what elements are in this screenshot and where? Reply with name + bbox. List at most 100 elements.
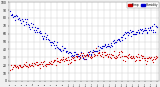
Point: [98, 52, 101, 54]
Point: [140, 54, 142, 56]
Point: [57, 60, 59, 62]
Point: [103, 51, 105, 52]
Point: [18, 17, 20, 19]
Point: [66, 53, 69, 54]
Point: [122, 60, 124, 61]
Point: [106, 53, 108, 54]
Point: [143, 29, 146, 30]
Point: [110, 45, 113, 46]
Point: [35, 31, 38, 33]
Point: [137, 29, 139, 30]
Point: [49, 62, 51, 64]
Point: [91, 52, 93, 53]
Point: [79, 54, 82, 55]
Point: [30, 64, 32, 66]
Point: [25, 23, 28, 24]
Point: [123, 55, 126, 57]
Point: [126, 56, 128, 57]
Point: [50, 44, 53, 46]
Point: [104, 44, 107, 46]
Point: [126, 57, 129, 59]
Point: [15, 66, 17, 68]
Point: [107, 43, 110, 45]
Point: [122, 34, 124, 35]
Point: [108, 46, 111, 48]
Point: [131, 56, 134, 57]
Point: [97, 49, 100, 51]
Point: [81, 57, 84, 58]
Point: [36, 64, 39, 66]
Point: [33, 64, 36, 65]
Point: [64, 58, 66, 59]
Point: [27, 23, 29, 25]
Point: [102, 56, 104, 58]
Point: [60, 60, 63, 61]
Point: [137, 57, 140, 58]
Point: [61, 57, 64, 58]
Point: [130, 57, 132, 59]
Point: [68, 51, 71, 53]
Point: [53, 59, 56, 60]
Point: [46, 63, 48, 65]
Point: [110, 57, 113, 58]
Point: [152, 31, 155, 33]
Point: [128, 54, 130, 55]
Point: [15, 15, 17, 16]
Point: [24, 61, 27, 63]
Point: [41, 62, 44, 63]
Point: [100, 47, 102, 48]
Point: [142, 55, 144, 56]
Point: [128, 32, 130, 33]
Point: [92, 53, 95, 54]
Point: [123, 31, 126, 33]
Point: [54, 60, 56, 61]
Point: [144, 27, 147, 28]
Point: [129, 35, 132, 37]
Point: [131, 30, 133, 31]
Point: [106, 55, 109, 56]
Point: [41, 35, 43, 37]
Point: [72, 56, 75, 58]
Point: [151, 58, 154, 60]
Point: [22, 65, 25, 67]
Point: [20, 66, 23, 68]
Point: [145, 33, 148, 34]
Point: [32, 65, 34, 66]
Point: [40, 32, 42, 33]
Point: [86, 55, 89, 56]
Point: [133, 34, 136, 35]
Point: [65, 60, 68, 61]
Point: [55, 60, 58, 61]
Point: [146, 31, 149, 33]
Point: [86, 53, 88, 54]
Point: [23, 24, 25, 25]
Point: [137, 53, 139, 54]
Point: [111, 54, 113, 56]
Point: [56, 58, 59, 59]
Point: [21, 66, 23, 68]
Point: [100, 52, 103, 53]
Point: [50, 63, 53, 64]
Point: [42, 38, 45, 40]
Point: [80, 54, 83, 56]
Point: [154, 31, 156, 32]
Point: [38, 64, 41, 65]
Point: [75, 54, 78, 55]
Point: [75, 56, 78, 57]
Point: [34, 63, 36, 64]
Point: [106, 45, 109, 46]
Point: [14, 20, 17, 21]
Point: [38, 30, 41, 31]
Point: [77, 54, 79, 55]
Point: [154, 26, 157, 27]
Point: [113, 39, 116, 41]
Point: [21, 19, 23, 20]
Point: [119, 56, 121, 58]
Point: [58, 49, 60, 50]
Point: [61, 49, 64, 51]
Point: [150, 56, 152, 58]
Point: [19, 64, 22, 66]
Point: [83, 55, 86, 57]
Point: [47, 63, 49, 65]
Point: [120, 50, 122, 51]
